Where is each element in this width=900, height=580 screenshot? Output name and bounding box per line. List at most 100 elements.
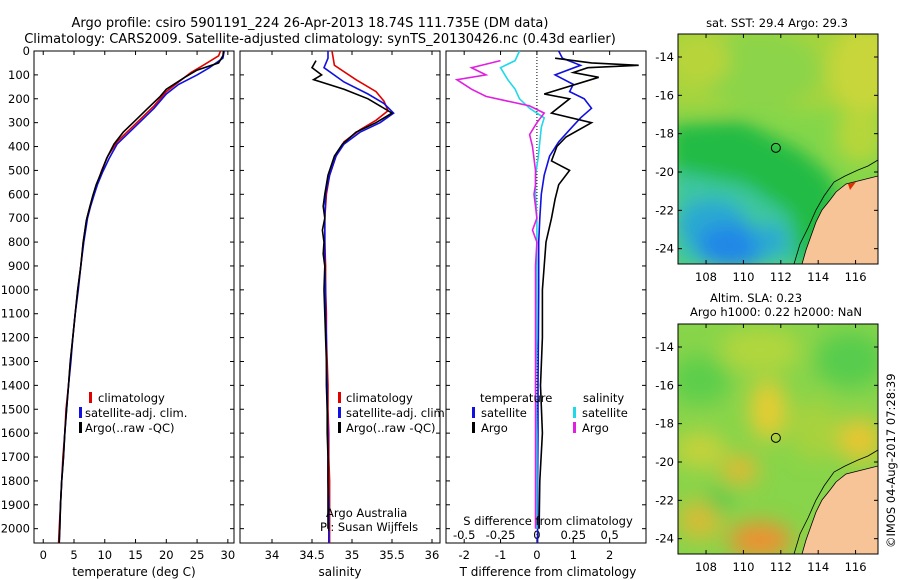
depth-tick-label: 1700	[1, 450, 30, 464]
latitude-tick-label: -24	[655, 242, 674, 256]
sla-map-frame	[677, 323, 879, 555]
coast-outline	[793, 159, 878, 264]
depth-tick-label: 900	[8, 259, 30, 273]
depth-tick-label: 800	[8, 235, 30, 249]
temperature-tick-label: 0	[40, 548, 47, 562]
longitude-tick-label: 112	[770, 560, 792, 574]
longitude-tick-label: 108	[695, 560, 717, 574]
depth-tick-label: 0	[23, 44, 30, 58]
salinity-plot-frame	[239, 50, 441, 544]
sla-map-title-line1: Altim. SLA: 0.23	[710, 291, 802, 305]
pi-credit: PI: Susan Wijffels	[320, 520, 418, 534]
legend-label-salinity-satellite: satellite	[582, 406, 628, 420]
sla-map-panel: Altim. SLA: 0.23 Argo h1000: 0.22 h2000:…	[655, 291, 879, 574]
depth-tick-label: 1800	[1, 474, 30, 488]
s-diff-tick-label: -0.5	[453, 528, 475, 542]
depth-tick-label: 600	[8, 187, 30, 201]
salinity-tick-label: 35.5	[379, 548, 405, 562]
longitude-tick-label: 116	[845, 560, 867, 574]
t-difference-axis: -2 -1 0 1 2	[446, 50, 646, 562]
sst-field	[678, 34, 878, 264]
latitude-tick-label: -16	[655, 88, 674, 102]
legend-swatch-temperature-argo	[472, 422, 475, 433]
s-difference-axis-label: S difference from climatology	[463, 514, 633, 528]
difference-panel: -2 -1 0 1 2 -0.5 -0.25 0 0.25 0.5 T difference f…	[445, 50, 647, 579]
t-diff-tick-label: 2	[606, 548, 613, 562]
series-line-3	[58, 50, 225, 544]
legend-title-temperature: temperature	[480, 391, 552, 405]
depth-tick-label: 1100	[1, 307, 30, 321]
series-line-4	[454, 59, 546, 529]
depth-tick-label: 700	[8, 211, 30, 225]
sst-map-panel: sat. SST: 29.4 Argo: 29.3 -14 -16 -18 -20 -2…	[655, 16, 879, 284]
argo-float-marker	[770, 142, 781, 153]
argo-float-marker	[770, 432, 781, 443]
longitude-tick-label: 110	[732, 270, 754, 284]
depth-tick-label: 1900	[1, 498, 30, 512]
difference-series	[454, 50, 639, 543]
series-line-3	[310, 60, 394, 529]
legend-swatch-argo	[79, 422, 82, 433]
imos-timestamp: ©IMOS 04-Aug-2017 07:28:39	[884, 373, 898, 548]
temperature-tick-label: 25	[190, 548, 205, 562]
depth-tick-label: 1600	[1, 426, 30, 440]
figure-title-line1: Argo profile: csiro 5901191_224 26-Apr-2…	[72, 16, 549, 31]
australia-landmass	[801, 465, 878, 554]
depth-tick-label: 1000	[1, 283, 30, 297]
legend-label-argo: Argo(..raw -QC)	[85, 421, 175, 435]
sst-map-frame	[677, 33, 879, 265]
temperature-tick-label: 30	[221, 548, 236, 562]
legend-swatch-argo	[338, 422, 341, 433]
legend-title-salinity: salinity	[583, 391, 624, 405]
temperature-tick-label: 10	[97, 548, 112, 562]
sla-longitude-axis: 108 110 112 114 116	[695, 324, 867, 574]
legend-label-climatology: climatology	[346, 391, 413, 405]
salinity-axis: 34 34.5 35 35.5 36	[240, 50, 440, 562]
legend-label-temperature-argo: Argo	[481, 421, 508, 435]
difference-legend: temperature salinity satellite Argo sate…	[472, 391, 628, 435]
longitude-tick-label: 116	[845, 270, 867, 284]
sla-latitude-axis: -14 -16 -18 -20 -22 -24	[655, 340, 878, 546]
depth-tick-label: 300	[8, 116, 30, 130]
depth-tick-label: 1200	[1, 331, 30, 345]
t-diff-tick-label: -1	[495, 548, 506, 562]
temperature-legend: climatology satellite-adj. clim. Argo(..…	[79, 391, 187, 435]
latitude-tick-label: -20	[655, 455, 674, 469]
latitude-tick-label: -20	[655, 165, 674, 179]
legend-swatch-salinity-satellite	[573, 407, 576, 418]
latitude-tick-label: -22	[655, 203, 674, 217]
legend-label-satellite: satellite-adj. clim.	[85, 406, 187, 420]
salinity-tick-label: 36	[425, 548, 440, 562]
series-line-2	[538, 57, 639, 529]
depth-tick-label: 2000	[1, 522, 30, 536]
legend-label-argo: Argo(..raw -QC)	[346, 421, 436, 435]
salinity-legend: climatology satellite-adj. clim. Argo(..…	[338, 391, 448, 435]
t-difference-axis-label: T difference from climatology	[459, 565, 637, 579]
sst-map-title: sat. SST: 29.4 Argo: 29.3	[706, 16, 848, 30]
australia-landmass	[801, 175, 878, 264]
sla-map-title-line2: Argo h1000: 0.22 h2000: NaN	[690, 305, 862, 319]
latitude-tick-label: -16	[655, 378, 674, 392]
temperature-plot-frame	[33, 50, 235, 544]
legend-swatch-satellite	[79, 407, 82, 418]
temperature-tick-label: 15	[128, 548, 143, 562]
series-line-1	[536, 50, 593, 543]
s-diff-tick-label: 0.5	[600, 528, 618, 542]
salinity-tick-label: 35	[345, 548, 360, 562]
depth-tick-label: 1500	[1, 402, 30, 416]
depth-axis: 0 100 200 300 400 500 600 700 800 900 1000 1100 1200…	[1, 44, 234, 536]
longitude-tick-label: 112	[770, 270, 792, 284]
depth-tick-label: 400	[8, 140, 30, 154]
legend-swatch-climatology	[338, 392, 341, 403]
legend-label-climatology: climatology	[98, 391, 165, 405]
s-diff-tick-label: 0.25	[560, 528, 586, 542]
depth-tick-label: 1400	[1, 378, 30, 392]
coast-outline	[793, 449, 878, 554]
depth-tick-label: 100	[8, 68, 30, 82]
latitude-tick-label: -18	[655, 417, 674, 431]
temperature-tick-label: 20	[159, 548, 174, 562]
legend-swatch-satellite	[338, 407, 341, 418]
sst-longitude-axis: 108 110 112 114 116	[695, 34, 867, 284]
latitude-tick-label: -18	[655, 127, 674, 141]
